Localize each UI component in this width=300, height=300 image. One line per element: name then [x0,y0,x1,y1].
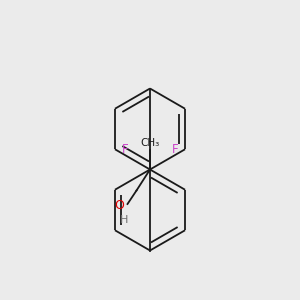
Text: CH₃: CH₃ [140,139,160,148]
Text: F: F [122,143,128,156]
Text: O: O [115,199,124,212]
Text: H: H [120,214,129,224]
Text: F: F [172,143,178,156]
